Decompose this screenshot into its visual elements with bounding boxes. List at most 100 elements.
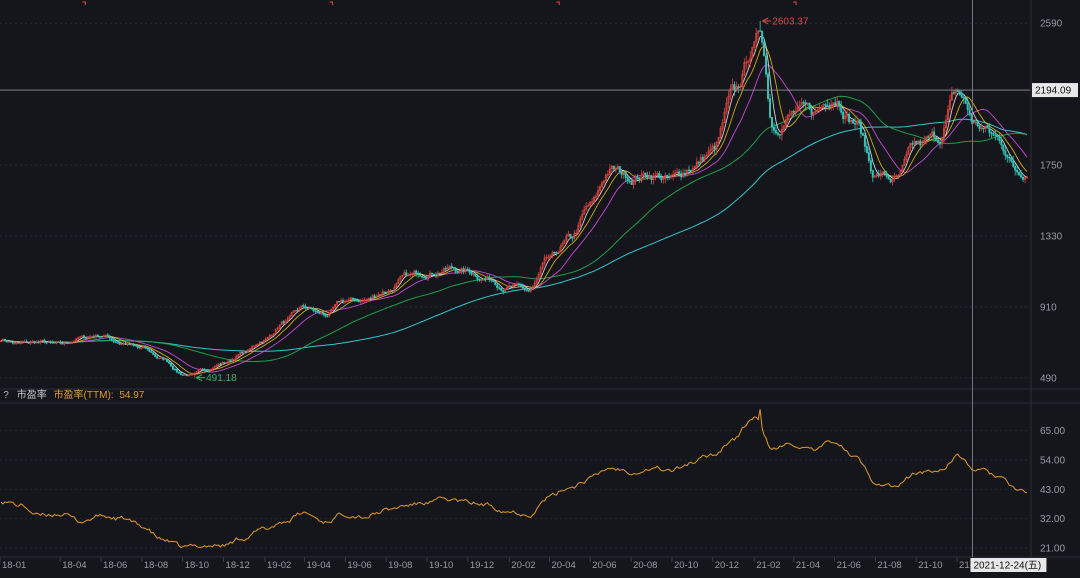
candlestick[interactable]	[312, 306, 315, 313]
candlestick[interactable]	[958, 89, 961, 96]
candlestick[interactable]	[780, 123, 783, 141]
candlestick[interactable]	[116, 342, 119, 344]
candlestick[interactable]	[814, 107, 817, 115]
candlestick[interactable]	[1, 338, 4, 342]
candlestick[interactable]	[610, 165, 613, 174]
candlestick[interactable]	[134, 343, 137, 347]
candlestick[interactable]	[492, 278, 495, 283]
candlestick[interactable]	[749, 51, 752, 68]
candlestick[interactable]	[978, 123, 981, 132]
candlestick[interactable]	[869, 158, 872, 175]
candlestick[interactable]	[197, 368, 200, 373]
candlestick[interactable]	[656, 171, 659, 177]
candlestick[interactable]	[470, 269, 473, 276]
candlestick[interactable]	[672, 170, 675, 181]
candlestick[interactable]	[998, 133, 1001, 144]
candlestick[interactable]	[241, 351, 244, 354]
candlestick[interactable]	[555, 251, 558, 256]
candlestick[interactable]	[852, 119, 855, 124]
candlestick[interactable]	[792, 109, 795, 115]
candlestick[interactable]	[642, 171, 645, 177]
candlestick[interactable]	[919, 138, 922, 150]
candlestick[interactable]	[790, 110, 793, 118]
candlestick[interactable]	[541, 261, 544, 271]
candlestick[interactable]	[377, 291, 380, 297]
candlestick[interactable]	[834, 97, 837, 106]
candlestick[interactable]	[498, 285, 501, 291]
candlestick[interactable]	[330, 308, 333, 314]
candlestick[interactable]	[150, 349, 153, 353]
candlestick[interactable]	[660, 173, 663, 183]
candlestick[interactable]	[318, 311, 321, 315]
candlestick[interactable]	[272, 333, 275, 336]
candlestick[interactable]	[146, 347, 149, 351]
candlestick[interactable]	[747, 59, 750, 69]
candlestick[interactable]	[191, 372, 194, 376]
candlestick[interactable]	[674, 169, 677, 178]
candlestick[interactable]	[727, 90, 730, 109]
candlestick[interactable]	[950, 86, 953, 102]
candlestick[interactable]	[772, 122, 775, 135]
candlestick[interactable]	[500, 287, 503, 292]
candlestick[interactable]	[899, 169, 902, 176]
candlestick[interactable]	[207, 369, 210, 373]
candlestick[interactable]	[600, 180, 603, 189]
candlestick[interactable]	[761, 30, 764, 46]
candlestick[interactable]	[523, 285, 526, 292]
candlestick[interactable]	[597, 185, 600, 200]
candlestick[interactable]	[666, 174, 669, 181]
candlestick[interactable]	[434, 272, 437, 279]
candlestick[interactable]	[1006, 154, 1009, 163]
candlestick[interactable]	[784, 116, 787, 129]
candlestick[interactable]	[569, 233, 572, 239]
candlestick[interactable]	[557, 250, 560, 255]
candlestick[interactable]	[670, 173, 673, 179]
candlestick[interactable]	[905, 150, 908, 162]
candlestick[interactable]	[280, 321, 283, 326]
candlestick[interactable]	[968, 103, 971, 117]
candlestick[interactable]	[537, 271, 540, 281]
candlestick[interactable]	[480, 279, 483, 284]
candlestick[interactable]	[401, 274, 404, 279]
candlestick[interactable]	[427, 275, 430, 282]
candlestick[interactable]	[203, 368, 206, 371]
candlestick[interactable]	[701, 154, 704, 162]
candlestick[interactable]	[745, 55, 748, 70]
candlestick[interactable]	[454, 266, 457, 275]
candlestick[interactable]	[13, 341, 16, 345]
candlestick[interactable]	[838, 100, 841, 111]
candlestick[interactable]	[810, 104, 813, 120]
candlestick[interactable]	[599, 184, 602, 194]
candlestick[interactable]	[326, 314, 329, 318]
candlestick[interactable]	[504, 288, 507, 293]
candlestick[interactable]	[786, 114, 789, 125]
candlestick[interactable]	[964, 96, 967, 105]
candlestick[interactable]	[361, 297, 364, 304]
candlestick[interactable]	[929, 132, 932, 139]
candlestick[interactable]	[952, 90, 955, 96]
candlestick[interactable]	[658, 170, 661, 179]
candlestick[interactable]	[1010, 156, 1013, 163]
candlestick[interactable]	[478, 278, 481, 282]
candlestick[interactable]	[31, 339, 34, 344]
candlestick[interactable]	[3, 338, 6, 343]
candlestick[interactable]	[921, 140, 924, 148]
candlestick[interactable]	[877, 169, 880, 178]
candlestick[interactable]	[939, 137, 942, 149]
candlestick[interactable]	[292, 310, 295, 314]
candlestick[interactable]	[171, 364, 174, 371]
candlestick[interactable]	[162, 356, 165, 361]
candlestick[interactable]	[678, 168, 681, 177]
candlestick[interactable]	[440, 269, 443, 274]
candlestick[interactable]	[935, 137, 938, 141]
candlestick[interactable]	[836, 96, 839, 110]
candlestick[interactable]	[166, 358, 169, 363]
candlestick[interactable]	[181, 374, 184, 376]
candlestick[interactable]	[751, 46, 754, 60]
candlestick[interactable]	[395, 282, 398, 288]
candlestick[interactable]	[911, 140, 914, 150]
candlestick[interactable]	[1002, 144, 1005, 155]
candlestick[interactable]	[213, 365, 216, 370]
candlestick[interactable]	[270, 334, 273, 337]
